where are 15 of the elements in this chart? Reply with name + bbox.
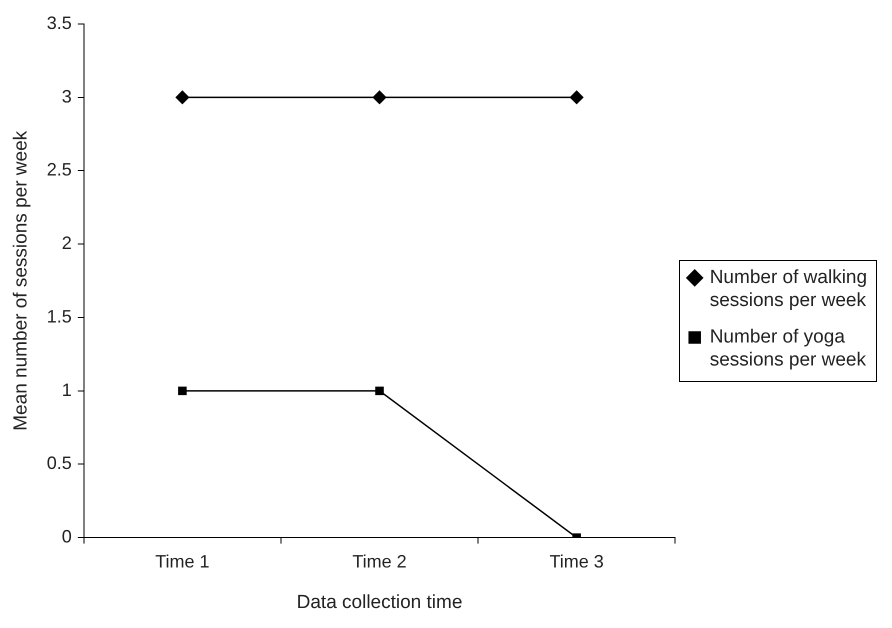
y-tick-label: 0 — [62, 526, 72, 547]
y-tick-label: 1.5 — [46, 306, 72, 326]
x-tick-label: Time 1 — [155, 551, 210, 572]
y-axis-title: Mean number of sessions per week — [10, 130, 32, 431]
x-tick-label: Time 3 — [549, 551, 604, 572]
y-tick-label: 2.5 — [46, 160, 72, 180]
y-tick-label: 3.5 — [46, 12, 72, 33]
y-tick-label: 0.5 — [46, 453, 72, 474]
legend-label: Number of walking sessions per week — [710, 267, 868, 311]
y-tick-label: 3 — [62, 86, 72, 106]
x-tick-label: Time 2 — [352, 551, 407, 572]
legend-label: Number of yoga sessions per week — [710, 326, 866, 371]
x-axis-title: Data collection time — [296, 592, 462, 613]
y-tick-label: 1 — [62, 380, 72, 400]
y-tick-label: 2 — [62, 233, 72, 254]
